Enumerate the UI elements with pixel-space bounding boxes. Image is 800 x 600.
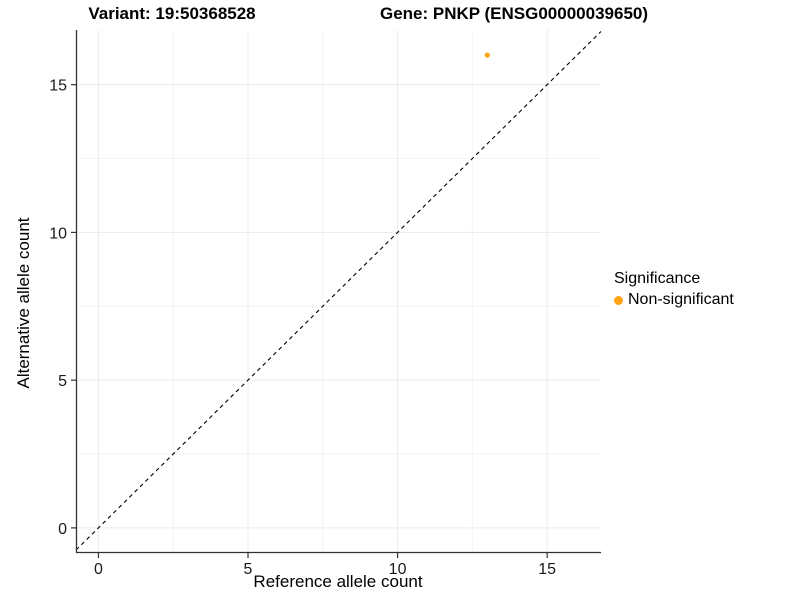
x-tick-label: 5 <box>244 561 253 578</box>
x-tick-label: 15 <box>538 561 556 578</box>
x-axis-title: Reference allele count <box>253 572 423 591</box>
y-tick-label: 15 <box>49 78 67 95</box>
x-tick-label: 0 <box>94 561 103 578</box>
x-tick-label: 10 <box>389 561 407 578</box>
legend-item-label: Non-significant <box>628 291 734 308</box>
identity-line <box>75 31 602 551</box>
legend: Significance Non-significant <box>614 270 734 309</box>
data-point <box>484 52 490 58</box>
y-tick-label: 0 <box>58 521 67 538</box>
variant-title: Variant: 19:50368528 <box>88 4 256 23</box>
y-tick-label: 5 <box>58 373 67 390</box>
y-tick-label: 10 <box>49 225 67 242</box>
gene-title: Gene: PNKP (ENSG00000039650) <box>379 4 649 23</box>
legend-item-non-significant: Non-significant <box>614 291 734 309</box>
y-axis-title: Alternative allele count <box>14 217 33 389</box>
legend-title: Significance <box>614 270 701 287</box>
legend-point-icon <box>614 295 623 305</box>
